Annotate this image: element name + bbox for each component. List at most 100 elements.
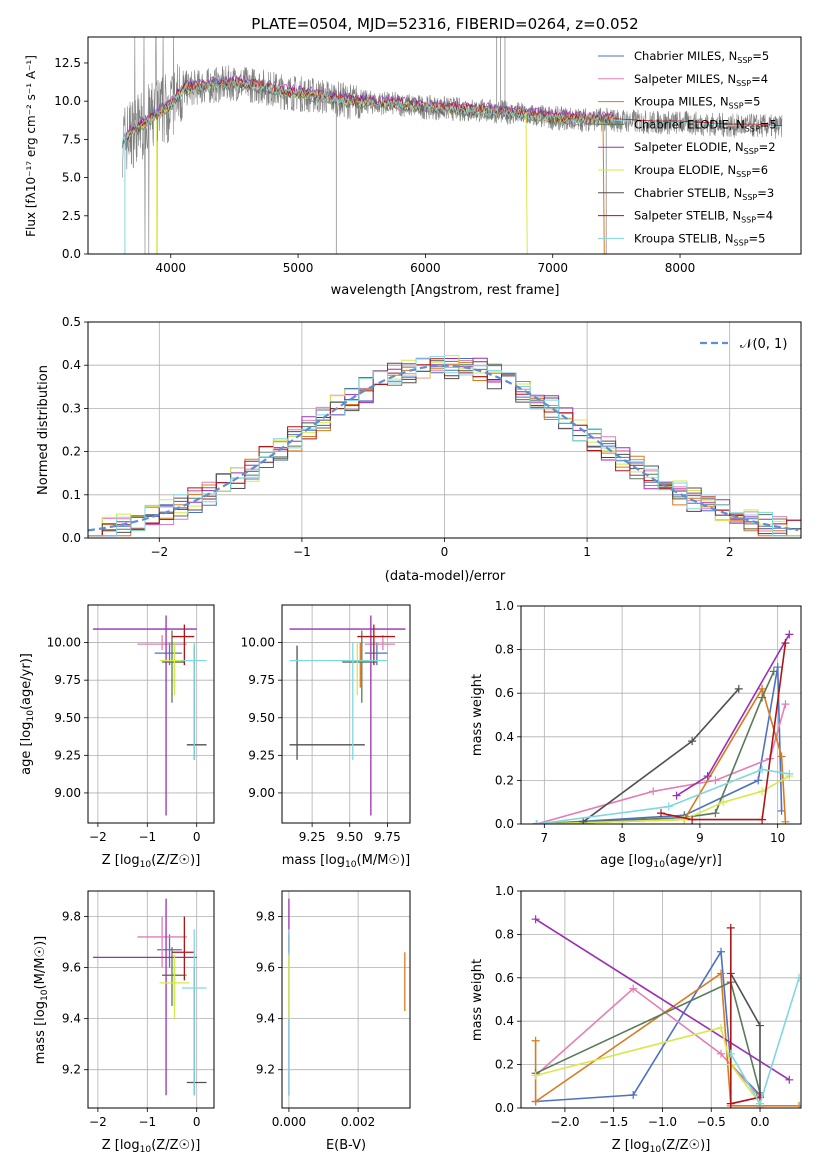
axis-label-part: (M/M☉)] — [33, 936, 48, 990]
legend-subscript: SSP — [729, 102, 744, 111]
axes-frame — [520, 890, 802, 1109]
y-tick-label: 9.50 — [54, 711, 81, 725]
y-tick-label: 0.6 — [495, 971, 514, 985]
y-tick-label: 9.25 — [248, 748, 275, 762]
x-tick-label: 0 — [193, 830, 201, 844]
series-marker — [781, 639, 790, 648]
series-marker — [781, 700, 790, 709]
series-line — [730, 977, 800, 1106]
model-dropoff — [602, 119, 605, 254]
x-tick-label: −2 — [89, 1115, 107, 1129]
series-line — [730, 973, 761, 1108]
series-marker — [795, 973, 801, 982]
axis-label-part: age [log — [19, 722, 34, 775]
x-axis-label: age [log10(age/yr)] — [600, 853, 722, 870]
axis-label-part: age [log — [600, 853, 653, 868]
axis-label-part: mass [log — [282, 853, 345, 868]
series-marker — [758, 765, 767, 774]
series-marker — [717, 947, 725, 956]
x-tick-label: 8 — [618, 831, 626, 845]
legend-text: =6 — [751, 163, 768, 177]
series-line — [535, 1026, 761, 1105]
histogram-panel: −2 −1 0 1 2 0.0 0.1 0.2 0.3 0.4 0.5 (data-model)/er… — [36, 315, 802, 584]
series-marker — [664, 802, 673, 811]
x-tick-label: 2 — [726, 545, 734, 559]
series-marker — [711, 809, 720, 818]
y-tick-label: 9.00 — [248, 786, 275, 800]
series-marker — [531, 1036, 540, 1045]
y-tick-label: 7.5 — [62, 132, 81, 146]
x-tick-label: −2.0 — [550, 1115, 579, 1129]
axes-frame — [520, 605, 802, 825]
x-tick-label: 9.75 — [374, 830, 401, 844]
axis-label-subscript: 10 — [345, 860, 357, 870]
massweight-z-panel: −2.0 −1.5 −1.0 −0.5 0.0 0.0 0.2 0.4 0.6 0.8 1.0 Z [… — [470, 884, 802, 1155]
axis-label-part: Z [log — [612, 1138, 650, 1153]
axis-label-part: Z [log — [102, 853, 140, 868]
series-marker — [734, 684, 743, 693]
age-mass-panel: 9.25 9.50 9.75 9.00 9.25 9.50 9.75 10.00 mass [l… — [241, 604, 411, 870]
legend-text: =4 — [751, 72, 768, 86]
series-line — [535, 918, 790, 1081]
y-tick-label: 10.0 — [54, 94, 81, 108]
legend-text: Chabrier STELIB, N — [634, 186, 742, 200]
y-tick-label: 12.5 — [54, 56, 81, 70]
x-tick-label: 8000 — [665, 261, 696, 275]
series-marker — [711, 776, 720, 785]
legend-entry: Salpeter MILES, NSSP=4 — [634, 72, 768, 88]
y-tick-label: 9.2 — [256, 1063, 275, 1077]
y-tick-label: 1.0 — [495, 599, 514, 613]
model-spectrum — [122, 77, 614, 145]
y-tick-label: 0.8 — [495, 643, 514, 657]
legend-entry: Kroupa ELODIE, NSSP=6 — [634, 163, 768, 179]
y-tick-label: 9.6 — [62, 961, 81, 975]
x-tick-label: 7000 — [537, 261, 568, 275]
legend-subscript: SSP — [736, 79, 751, 88]
axes-frame — [281, 890, 411, 1109]
series-marker — [758, 684, 767, 693]
x-tick-label: −2 — [89, 830, 107, 844]
series-marker — [688, 815, 697, 824]
series-marker — [657, 809, 665, 818]
axes-frame — [281, 604, 411, 824]
legend-text: =2 — [759, 140, 776, 154]
legend-text: Kroupa MILES, N — [634, 95, 729, 109]
series-marker — [785, 1075, 794, 1084]
y-tick-label: 0.8 — [495, 927, 514, 941]
y-axis-label: mass weight — [470, 959, 485, 1041]
y-tick-label: 9.25 — [54, 748, 81, 762]
x-tick-label: 9.50 — [336, 830, 363, 844]
axis-label-part: (Z/Z☉)] — [661, 1138, 710, 1153]
x-tick-label: 9 — [696, 831, 704, 845]
series-marker — [781, 817, 790, 824]
series-marker — [758, 693, 767, 702]
legend-entry: Chabrier ELODIE, NSSP=5 — [634, 117, 777, 133]
y-tick-label: 0.0 — [62, 247, 81, 261]
legend-subscript: SSP — [734, 238, 749, 247]
histogram-series — [88, 356, 801, 538]
y-tick-label: 10.00 — [47, 636, 81, 650]
legend-text: =5 — [744, 95, 761, 109]
legend-subscript: SSP — [744, 147, 759, 156]
axis-label-subscript: 10 — [653, 860, 665, 870]
series-marker — [785, 769, 794, 778]
y-tick-label: 9.2 — [62, 1063, 81, 1077]
y-axis-label: mass [log10(M/M☉)] — [33, 936, 50, 1064]
legend-text: Salpeter MILES, N — [634, 72, 736, 86]
axis-label-subscript: 10 — [650, 1145, 662, 1155]
x-tick-label: 6000 — [410, 261, 441, 275]
legend-text: =3 — [757, 186, 774, 200]
axis-label-part: (age/yr)] — [19, 653, 34, 710]
y-axis-label: Flux [fλ10⁻¹⁷ erg cm⁻² s⁻¹ A⁻¹] — [24, 55, 38, 237]
y-tick-label: 0.2 — [62, 445, 81, 459]
legend-entry: Salpeter STELIB, NSSP=4 — [634, 209, 773, 225]
y-tick-label: 9.4 — [256, 1012, 275, 1026]
model-spectrum — [122, 79, 614, 146]
x-tick-label: 5000 — [283, 261, 314, 275]
mass-z-panel: −2 −1 09.29.49.69.8Z [log10(Z/Z☉)]mass [lo… — [33, 890, 215, 1155]
y-tick-label: 9.75 — [54, 673, 81, 687]
axis-label-subscript: 10 — [26, 710, 36, 722]
